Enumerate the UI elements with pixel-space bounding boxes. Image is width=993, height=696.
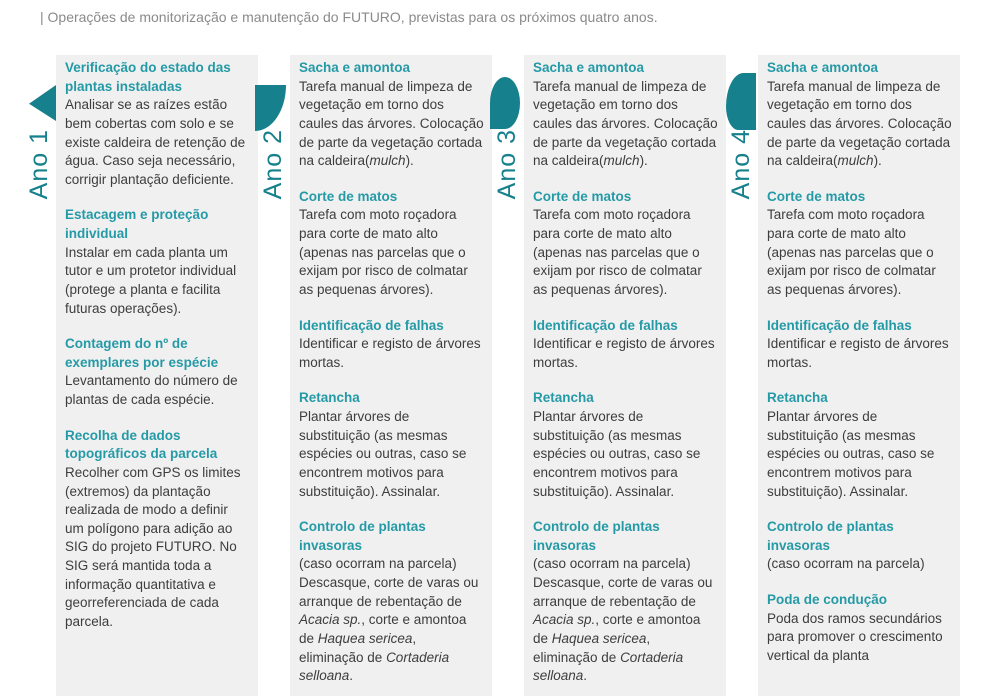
operation-description: Tarefa manual de limpeza de vegetação em… (767, 78, 952, 169)
species-term: mulch (837, 153, 874, 169)
species-term: Acacia sp. (533, 612, 596, 628)
operation-heading: Identificação de falhas (533, 317, 678, 333)
operation-description: (caso ocorram na parcela) Descasque, cor… (299, 556, 479, 684)
year-gutter: Ano 4 (726, 55, 758, 696)
operation-description: Tarefa manual de limpeza de vegetação em… (533, 78, 718, 169)
operation-description: Identificar e registo de árvores mortas. (299, 336, 481, 370)
operation-heading: Sacha e amontoa (767, 60, 879, 75)
year-column-4: Ano 4 Sacha e amontoa Tarefa manual de lim… (726, 55, 960, 696)
leaf-round-point-icon (490, 77, 520, 129)
operation-description: Identificar e registo de árvores mortas. (767, 336, 949, 370)
operation-section: Corte de matos Tarefa com moto roçadora p… (299, 188, 484, 300)
leaf-triangle-icon (29, 85, 56, 121)
species-term: Haquea sericea (551, 630, 647, 646)
operation-heading: Sacha e amontoa (533, 60, 645, 75)
operation-section: Recolha de dados topográficos da parcela… (65, 427, 250, 632)
year-column-3: Ano 3 Sacha e amontoa Tarefa manual de lim… (490, 55, 726, 696)
species-term: Cortaderia selloana (533, 649, 684, 684)
operation-heading: Contagem do nº de exemplares por espécie (65, 336, 219, 370)
year-gutter: Ano 2 (255, 55, 290, 696)
operation-description: Tarefa com moto roçadora para corte de m… (533, 207, 702, 297)
species-term: Acacia sp. (299, 612, 362, 628)
operation-section: Identificação de falhas Identificar e reg… (299, 317, 484, 373)
operation-description: Levantamento do número de plantas de cad… (65, 373, 238, 407)
operation-heading: Identificação de falhas (299, 317, 444, 333)
operation-description: Tarefa com moto roçadora para corte de m… (299, 207, 468, 297)
operation-heading: Controlo de plantas invasoras (533, 519, 660, 553)
year-gutter: Ano 3 (490, 55, 524, 696)
operation-heading: Verificação do estado das plantas instal… (65, 60, 231, 94)
operation-heading: Controlo de plantas invasoras (299, 519, 426, 553)
operation-heading: Retancha (299, 390, 360, 406)
operation-description: Instalar em cada planta um tutor e um pr… (65, 244, 237, 316)
operation-heading: Sacha e amontoa (299, 60, 411, 75)
operation-section: Controlo de plantas invasoras (caso ocorr… (299, 518, 484, 686)
operation-section: Corte de matos Tarefa com moto roçadora p… (533, 188, 718, 300)
operation-description: Plantar árvores de substituição (as mesm… (767, 409, 935, 499)
operation-section: Identificação de falhas Identificar e reg… (767, 317, 952, 373)
operation-section: Identificação de falhas Identificar e reg… (533, 317, 718, 373)
year-label: Ano 2 (259, 129, 287, 200)
operation-section: Verificação do estado das plantas instal… (65, 59, 250, 189)
year-gutter: Ano 1 (24, 55, 56, 696)
operation-section: Contagem do nº de exemplares por espécie… (65, 335, 250, 410)
operation-section: Retancha Plantar árvores de substituição … (299, 389, 484, 501)
operation-section: Controlo de plantas invasoras (caso ocorr… (767, 518, 952, 574)
operation-section: Retancha Plantar árvores de substituição … (533, 389, 718, 501)
operation-description: Tarefa manual de limpeza de vegetação em… (299, 78, 484, 169)
year-column-2: Ano 2 Sacha e amontoa Tarefa manual de lim… (255, 55, 492, 696)
operation-section: Estacagem e proteção individual Instalar … (65, 206, 250, 318)
operation-heading: Retancha (767, 390, 828, 406)
operation-section: Sacha e amontoa Tarefa manual de limpeza … (767, 59, 952, 171)
operation-section: Retancha Plantar árvores de substituição … (767, 389, 952, 501)
operation-heading: Corte de matos (533, 188, 632, 204)
operation-heading: Controlo de plantas invasoras (767, 519, 894, 553)
operation-section: Sacha e amontoa Tarefa manual de limpeza … (533, 59, 718, 171)
leaf-quarter-icon (255, 85, 286, 131)
operation-section: Controlo de plantas invasoras (caso ocorr… (533, 518, 718, 686)
operation-heading: Estacagem e proteção individual (65, 207, 209, 241)
operations-panel: Sacha e amontoa Tarefa manual de limpeza … (290, 55, 492, 696)
year-columns: Ano 1 Verificação do estado das plantas i… (24, 55, 960, 696)
operation-heading: Retancha (533, 390, 594, 406)
species-term: mulch (369, 153, 406, 169)
species-term: Cortaderia selloana (299, 649, 450, 684)
species-term: Haquea sericea (317, 630, 413, 646)
year-label: Ano 1 (25, 129, 53, 200)
operation-section: Poda de condução Poda dos ramos secundári… (767, 591, 952, 666)
year-label: Ano 3 (493, 129, 521, 200)
operation-description: Identificar e registo de árvores mortas. (533, 336, 715, 370)
operation-section: Corte de matos Tarefa com moto roçadora p… (767, 188, 952, 300)
operation-description: (caso ocorram na parcela) Descasque, cor… (533, 556, 713, 684)
figure-caption: | Operações de monitorização e manutençã… (40, 9, 658, 25)
operation-heading: Recolha de dados topográficos da parcela (65, 427, 218, 462)
operations-panel: Sacha e amontoa Tarefa manual de limpeza … (758, 55, 960, 696)
operation-heading: Identificação de falhas (767, 317, 912, 333)
operations-panel: Verificação do estado das plantas instal… (56, 55, 258, 696)
operation-description: Tarefa com moto roçadora para corte de m… (767, 207, 936, 297)
operation-description: Recolher com GPS os limites (extremos) d… (65, 464, 241, 629)
operation-section: Sacha e amontoa Tarefa manual de limpeza … (299, 59, 484, 171)
operation-heading: Corte de matos (767, 188, 866, 204)
operations-panel: Sacha e amontoa Tarefa manual de limpeza … (524, 55, 726, 696)
operation-description: Plantar árvores de substituição (as mesm… (299, 409, 467, 499)
operation-heading: Corte de matos (299, 188, 398, 204)
leaf-dome-icon (726, 73, 756, 130)
operation-description: Poda dos ramos secundários para promover… (767, 610, 943, 663)
year-label: Ano 4 (727, 129, 755, 200)
species-term: mulch (603, 153, 640, 169)
operation-description: (caso ocorram na parcela) (767, 556, 925, 572)
operation-description: Analisar se as raízes estão bem cobertas… (65, 97, 246, 187)
operation-description: Plantar árvores de substituição (as mesm… (533, 409, 701, 499)
operation-heading: Poda de condução (767, 592, 888, 607)
year-column-1: Ano 1 Verificação do estado das plantas i… (24, 55, 258, 696)
